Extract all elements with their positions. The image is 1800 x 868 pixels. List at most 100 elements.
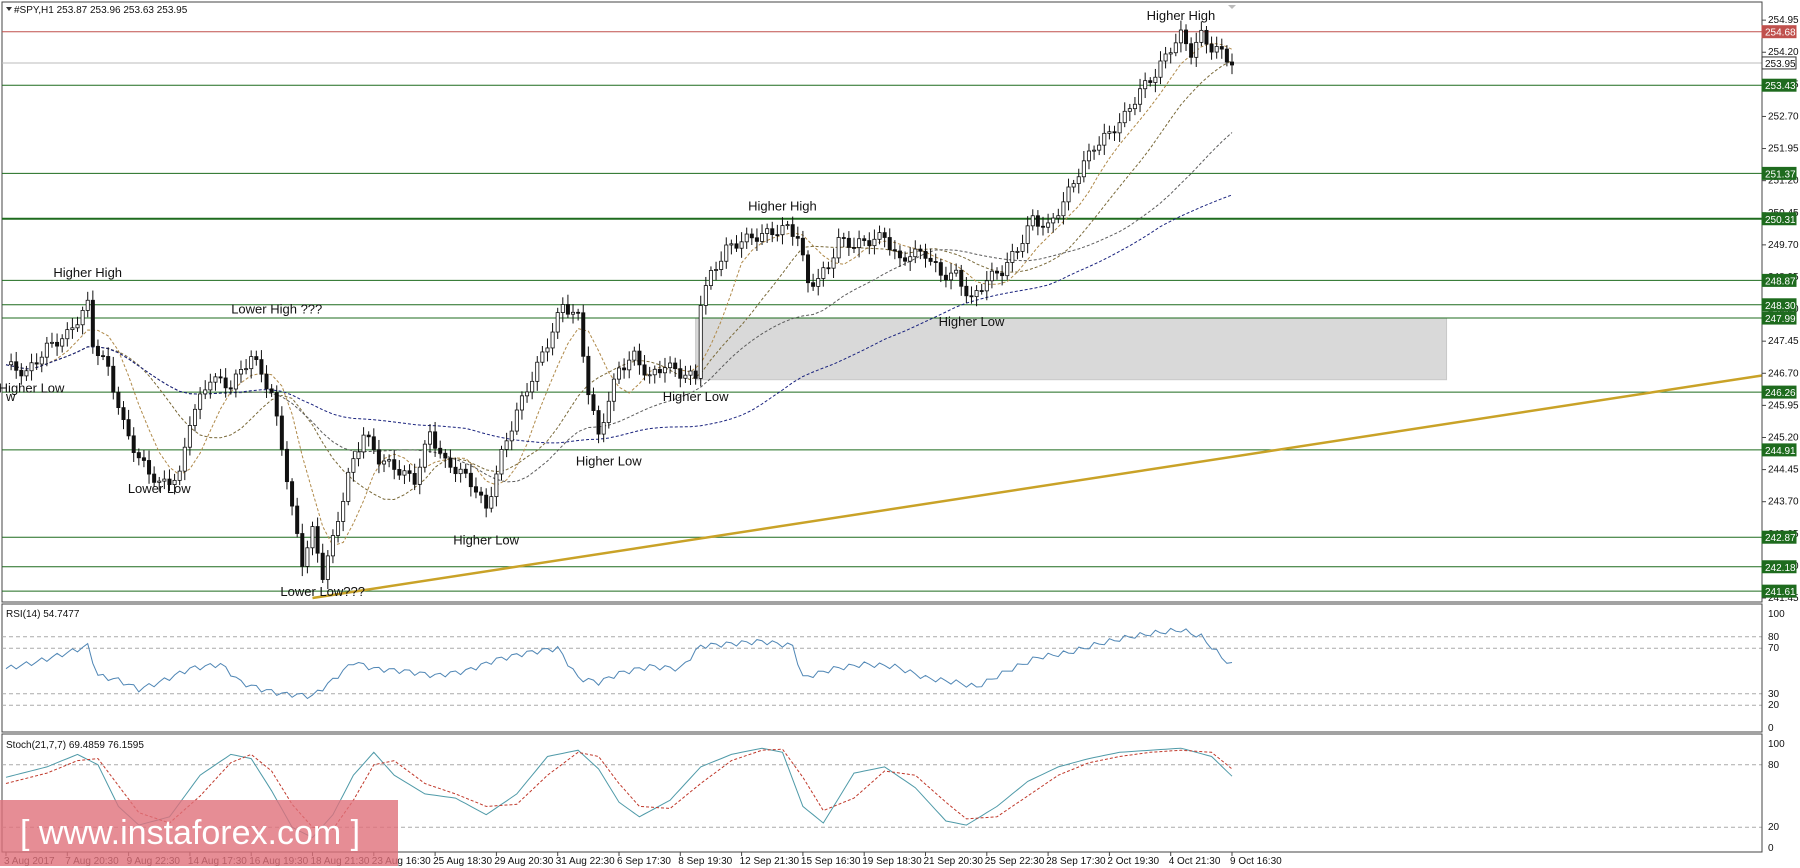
candle-body [330, 535, 335, 557]
candle-body [1204, 29, 1209, 45]
candle-body [954, 269, 959, 274]
candle-body [535, 361, 540, 382]
candle-body [1194, 41, 1199, 58]
rsi-tick-label: 70 [1768, 643, 1780, 654]
candle-body [376, 449, 381, 465]
candle-body [1066, 186, 1071, 203]
candle-body [857, 238, 862, 248]
candle-body [591, 394, 596, 411]
candle-body [336, 521, 341, 536]
candle-body [427, 431, 432, 445]
candle-body [1138, 88, 1143, 105]
candle-body [249, 356, 254, 370]
candle-body [867, 240, 872, 247]
candle-body [448, 457, 453, 468]
candle-body [1071, 183, 1076, 188]
candle-body [770, 228, 775, 236]
candle-body [693, 370, 698, 379]
candle-body [259, 359, 264, 375]
candle-body [152, 473, 157, 483]
time-tick-label: 23 Aug 16:30 [372, 856, 431, 867]
candle-body [29, 362, 34, 372]
candle-body [1230, 61, 1235, 66]
candle-body [1040, 225, 1045, 228]
candle-body [203, 389, 208, 395]
stoch-tick-label: 20 [1768, 822, 1780, 833]
watermark-background [0, 800, 398, 866]
level-tag-label: 248.30 [1765, 301, 1796, 312]
candle-body [744, 233, 749, 243]
time-tick-label: 28 Sep 17:30 [1046, 856, 1106, 867]
price-tick-label: 254.95 [1768, 15, 1799, 26]
candle-body [1092, 149, 1097, 152]
candle-body [499, 449, 504, 475]
candle-body [601, 422, 606, 435]
candle-body [341, 501, 346, 522]
candle-body [187, 425, 192, 448]
candle-body [1117, 122, 1122, 134]
level-tag-label: 253.95 [1765, 59, 1796, 70]
candle-body [182, 446, 187, 472]
time-tick-label: 21 Sep 20:30 [924, 856, 984, 867]
candle-body [811, 282, 816, 287]
candle-body [1143, 80, 1148, 90]
candle-body [295, 505, 300, 534]
candle-body [606, 400, 611, 423]
candle-body [458, 468, 463, 475]
candle-body [172, 479, 177, 485]
annotation-label: Lower Low??? [280, 584, 365, 599]
candle-body [790, 224, 795, 237]
stochastic-series: 100 80 20 0 [2, 734, 1785, 854]
candle-body [928, 257, 933, 262]
candle-body [290, 481, 295, 507]
price-tick-label: 245.95 [1768, 400, 1799, 411]
candle-body [632, 350, 637, 361]
candle-body [622, 367, 627, 371]
candle-body [233, 373, 238, 390]
candle-body [193, 408, 198, 426]
stoch-tick-label: 0 [1768, 843, 1774, 854]
annotation-label: w [5, 389, 16, 404]
candle-body [949, 272, 954, 281]
candle-body [14, 361, 19, 371]
candle-body [913, 248, 918, 258]
candle-body [1076, 176, 1081, 185]
candle-body [1107, 131, 1112, 134]
candle-body [908, 256, 913, 262]
header-dropdown-icon[interactable] [6, 7, 12, 11]
candle-body [571, 311, 576, 315]
trendline [312, 374, 1763, 600]
candle-body [806, 254, 811, 284]
level-tag [1761, 25, 1797, 39]
candle-body [698, 305, 703, 379]
level-tag-label: 250.31 [1765, 215, 1796, 226]
candle-body [959, 269, 964, 287]
candle-body [1178, 29, 1183, 44]
candle-body [504, 440, 509, 450]
time-tick-label: 12 Sep 21:30 [740, 856, 800, 867]
time-tick-label: 8 Sep 19:30 [678, 856, 732, 867]
candle-body [714, 269, 719, 271]
candle-body [1046, 222, 1051, 228]
annotation-label: Higher Low [939, 314, 1005, 329]
candle-body [765, 228, 770, 234]
rsi-tick-label: 0 [1768, 723, 1774, 734]
candle-body [223, 377, 228, 389]
candle-body [637, 350, 642, 366]
candle-body [995, 270, 1000, 274]
level-tag [1761, 78, 1797, 92]
candle-body [550, 331, 555, 349]
stoch-tick-label: 100 [1768, 739, 1785, 750]
candle-body [371, 436, 376, 451]
candle-body [39, 356, 44, 365]
candle-body [627, 359, 632, 371]
level-tag-label: 242.87 [1765, 533, 1796, 544]
candle-body [1030, 215, 1035, 227]
candle-body [433, 431, 438, 449]
candle-body [780, 225, 785, 236]
candle-body [479, 491, 484, 496]
candle-body [325, 555, 330, 580]
stoch-label: Stoch(21,7,7) 69.4859 76.1595 [6, 740, 144, 751]
candle-body [749, 233, 754, 239]
